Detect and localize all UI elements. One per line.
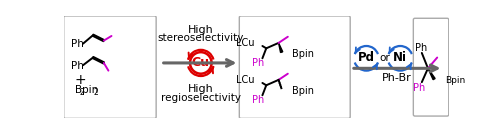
Text: Ph: Ph (71, 61, 84, 71)
Text: High: High (188, 84, 214, 94)
Text: 2: 2 (80, 88, 84, 97)
Text: Ph: Ph (71, 40, 84, 49)
Text: LCu: LCu (236, 75, 255, 85)
FancyBboxPatch shape (64, 16, 156, 118)
FancyBboxPatch shape (414, 18, 449, 116)
Text: Ph: Ph (252, 95, 264, 105)
Text: B: B (76, 85, 82, 95)
Text: Cu: Cu (192, 56, 210, 69)
Text: Ph: Ph (252, 58, 264, 68)
Text: Ph: Ph (415, 43, 427, 53)
Text: 2: 2 (94, 88, 98, 97)
Text: regioselectivity: regioselectivity (161, 93, 241, 103)
Text: High: High (188, 25, 214, 35)
Polygon shape (428, 68, 435, 80)
Text: stereoselectivity: stereoselectivity (158, 33, 244, 43)
Text: Bpin: Bpin (292, 49, 314, 59)
Text: +: + (75, 73, 86, 87)
Text: pin: pin (82, 85, 98, 95)
Text: Ph-Br: Ph-Br (382, 73, 412, 83)
Text: Ph: Ph (414, 83, 426, 93)
Text: Ni: Ni (393, 51, 407, 64)
Text: Bpin: Bpin (445, 76, 465, 85)
Text: or: or (380, 53, 390, 63)
Text: Bpin: Bpin (292, 86, 314, 96)
Text: LCu: LCu (236, 38, 255, 48)
Text: Pd: Pd (358, 51, 375, 64)
Polygon shape (278, 43, 283, 53)
FancyBboxPatch shape (240, 16, 350, 118)
